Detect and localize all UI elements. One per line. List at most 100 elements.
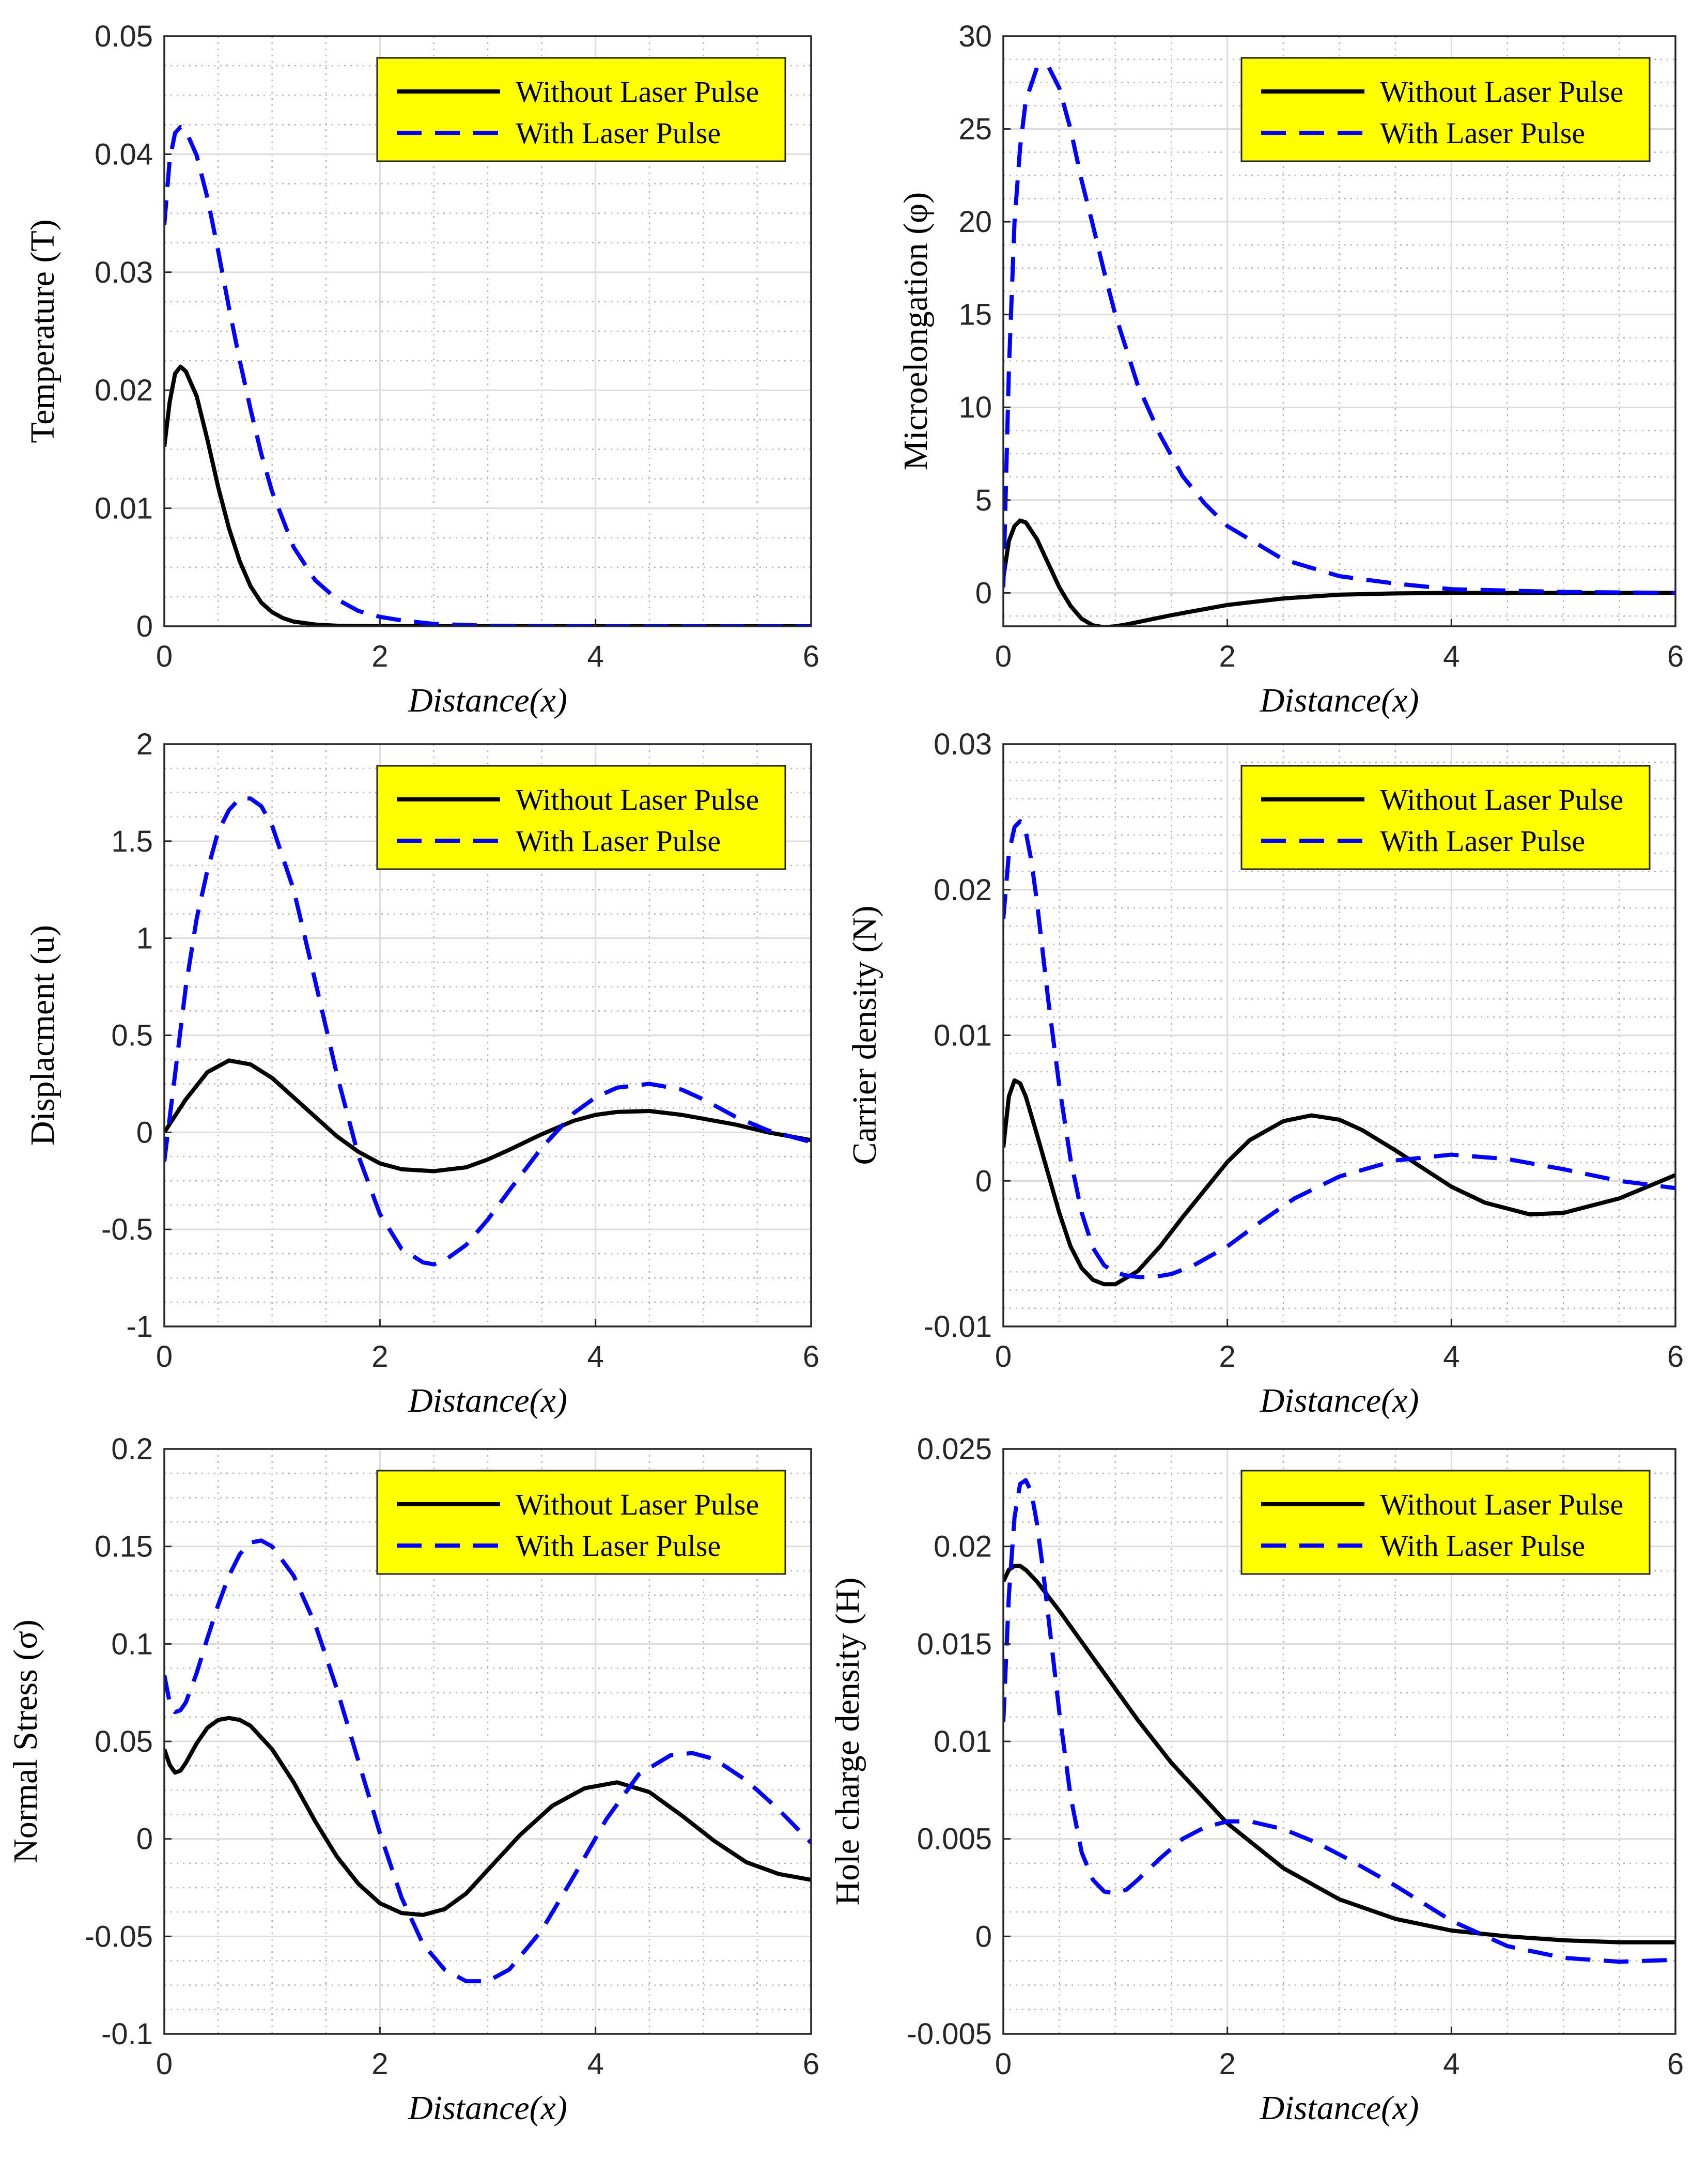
x-tick-label: 0 [995, 1340, 1012, 1373]
x-tick-label: 6 [1667, 2047, 1684, 2081]
chart-normal_stress: 0 2 4 6 -0.1 -0.05 0 0.05 0.1 0.15 0.2 Distance(x) N… [7, 1432, 819, 2127]
legend-box [1240, 1470, 1651, 1575]
y-tick-label: 0 [975, 1920, 992, 1953]
y-tick-label: 0.03 [95, 256, 153, 289]
x-tick-label: 6 [803, 640, 819, 673]
series-line-without-laser [164, 1058, 811, 1174]
y-tick-label: 0 [975, 1164, 992, 1198]
y-axis-label: Carrier density (N) [846, 905, 883, 1165]
axes-box [1002, 35, 1676, 627]
x-axis-label: Distance(x) [408, 682, 567, 719]
x-tick-label: 0 [156, 640, 173, 673]
y-tick-label: -1 [126, 1310, 153, 1344]
y-tick-label: -0.05 [85, 1920, 153, 1953]
x-tick-label: 4 [1443, 1340, 1459, 1373]
y-tick-label: 0.01 [934, 1019, 992, 1053]
x-tick-label: 6 [1667, 1340, 1684, 1373]
legend-box [376, 765, 786, 870]
x-axis-label: Distance(x) [1260, 1382, 1419, 1419]
legend: Without Laser Pulse With Laser Pulse [1240, 57, 1651, 162]
y-tick-label: -0.5 [101, 1213, 153, 1246]
series-line-with-laser [1003, 1478, 1675, 1964]
x-tick-label: 0 [995, 2047, 1012, 2081]
series-line-without-laser [1003, 1078, 1675, 1287]
series-group [164, 125, 811, 626]
x-tick-label: 2 [371, 2047, 388, 2081]
x-tick-label: 2 [1219, 1340, 1236, 1373]
y-tick-label: 0.01 [95, 492, 153, 526]
legend-entry-without-label: Without Laser Pulse [516, 75, 759, 109]
legend-entry-with-label: With Laser Pulse [516, 824, 721, 858]
series-line-with-laser [1003, 64, 1675, 595]
x-tick-label: 6 [803, 1340, 819, 1373]
legend-entry-with-label: With Laser Pulse [516, 1529, 721, 1563]
y-tick-label: 0.05 [95, 1725, 153, 1758]
y-tick-label: 0.01 [934, 1725, 992, 1758]
y-tick-label: 25 [958, 113, 992, 146]
legend-box [1240, 765, 1651, 870]
x-tick-label: 4 [587, 640, 604, 673]
y-tick-label: 5 [975, 484, 992, 517]
x-tick-label: 2 [371, 640, 388, 673]
chart-microelongation: 0 2 4 6 0 5 10 15 20 25 30 Distance(x) Microelongati… [897, 20, 1684, 719]
x-tick-label: 4 [1443, 640, 1459, 673]
series-line-with-laser [1003, 819, 1675, 1279]
series-line-with-laser [164, 796, 811, 1267]
y-tick-label: 30 [958, 20, 992, 53]
series-group [164, 1538, 811, 1984]
x-tick-label: 0 [156, 2047, 173, 2081]
legend-entry-with-label: With Laser Pulse [516, 116, 721, 150]
legend-entry-without-label: Without Laser Pulse [1380, 75, 1623, 109]
x-axis-label: Distance(x) [408, 1382, 567, 1419]
y-tick-label: 0.005 [917, 1823, 992, 1856]
y-tick-label: 10 [958, 391, 992, 424]
chart-temperature: 0 2 4 6 0 0.01 0.02 0.03 0.04 0.05 Distance(x) Temp… [24, 20, 819, 719]
y-tick-label: 0.025 [917, 1432, 992, 1466]
legend-entry-with-label: With Laser Pulse [1380, 116, 1585, 150]
series-line-without-laser [1003, 518, 1675, 626]
chart-carrier_density: 0 2 4 6-0.0100.010.020.03Distance(x)Carrier… [846, 728, 1684, 1419]
legend: Without Laser Pulse With Laser Pulse [376, 765, 786, 870]
legend: Without Laser Pulse With Laser Pulse [376, 57, 786, 162]
legend: Without Laser Pulse With Laser Pulse [1240, 1470, 1651, 1575]
legend-entry-without-label: Without Laser Pulse [516, 783, 759, 816]
legend: Without Laser Pulse With Laser Pulse [376, 1470, 786, 1575]
series-group [1003, 1478, 1675, 1964]
x-tick-label: 0 [156, 1340, 173, 1373]
legend-entry-without-label: Without Laser Pulse [516, 1488, 759, 1521]
y-tick-label: -0.005 [907, 2017, 992, 2051]
legend-box [376, 1470, 786, 1575]
x-axis-label: Distance(x) [1260, 2089, 1419, 2127]
x-tick-label: 4 [587, 2047, 604, 2081]
x-tick-label: 6 [803, 2047, 819, 2081]
series-line-without-laser [164, 1716, 811, 1917]
y-tick-label: 1.5 [111, 825, 153, 858]
y-tick-label: 0.02 [95, 374, 153, 407]
legend-entry-with-label: With Laser Pulse [1380, 824, 1585, 858]
y-axis-label: Normal Stress (σ) [7, 1619, 44, 1863]
y-tick-label: -0.1 [101, 2017, 153, 2051]
y-axis-label: Displacment (u) [24, 925, 61, 1146]
y-tick-label: 0.03 [934, 728, 992, 761]
legend-box [1240, 57, 1651, 162]
x-axis-label: Distance(x) [408, 2089, 567, 2127]
y-axis-label: Microelongation (φ) [897, 192, 935, 470]
y-tick-label: 0.05 [95, 20, 153, 53]
x-tick-label: 4 [1443, 2047, 1459, 2081]
chart-displacement: 0 2 4 6 -1 -0.5 0 0.5 1 1.5 2 Distance(x) Displacmen… [24, 728, 819, 1419]
x-tick-label: 6 [1667, 640, 1684, 673]
y-tick-label: -0.01 [924, 1310, 992, 1344]
y-tick-label: 0.5 [111, 1019, 153, 1053]
y-tick-label: 0.04 [95, 137, 153, 171]
y-axis-label: Temperature (T) [24, 219, 61, 443]
series-line-with-laser [164, 125, 811, 626]
y-tick-label: 0.2 [111, 1432, 153, 1466]
y-tick-label: 0.02 [934, 873, 992, 907]
x-tick-label: 2 [371, 1340, 388, 1373]
y-tick-label: 2 [136, 728, 153, 761]
x-tick-label: 0 [995, 640, 1012, 673]
y-tick-label: 0 [136, 610, 153, 643]
series-line-without-laser [1003, 1564, 1675, 1944]
y-tick-label: 0.15 [95, 1530, 153, 1564]
